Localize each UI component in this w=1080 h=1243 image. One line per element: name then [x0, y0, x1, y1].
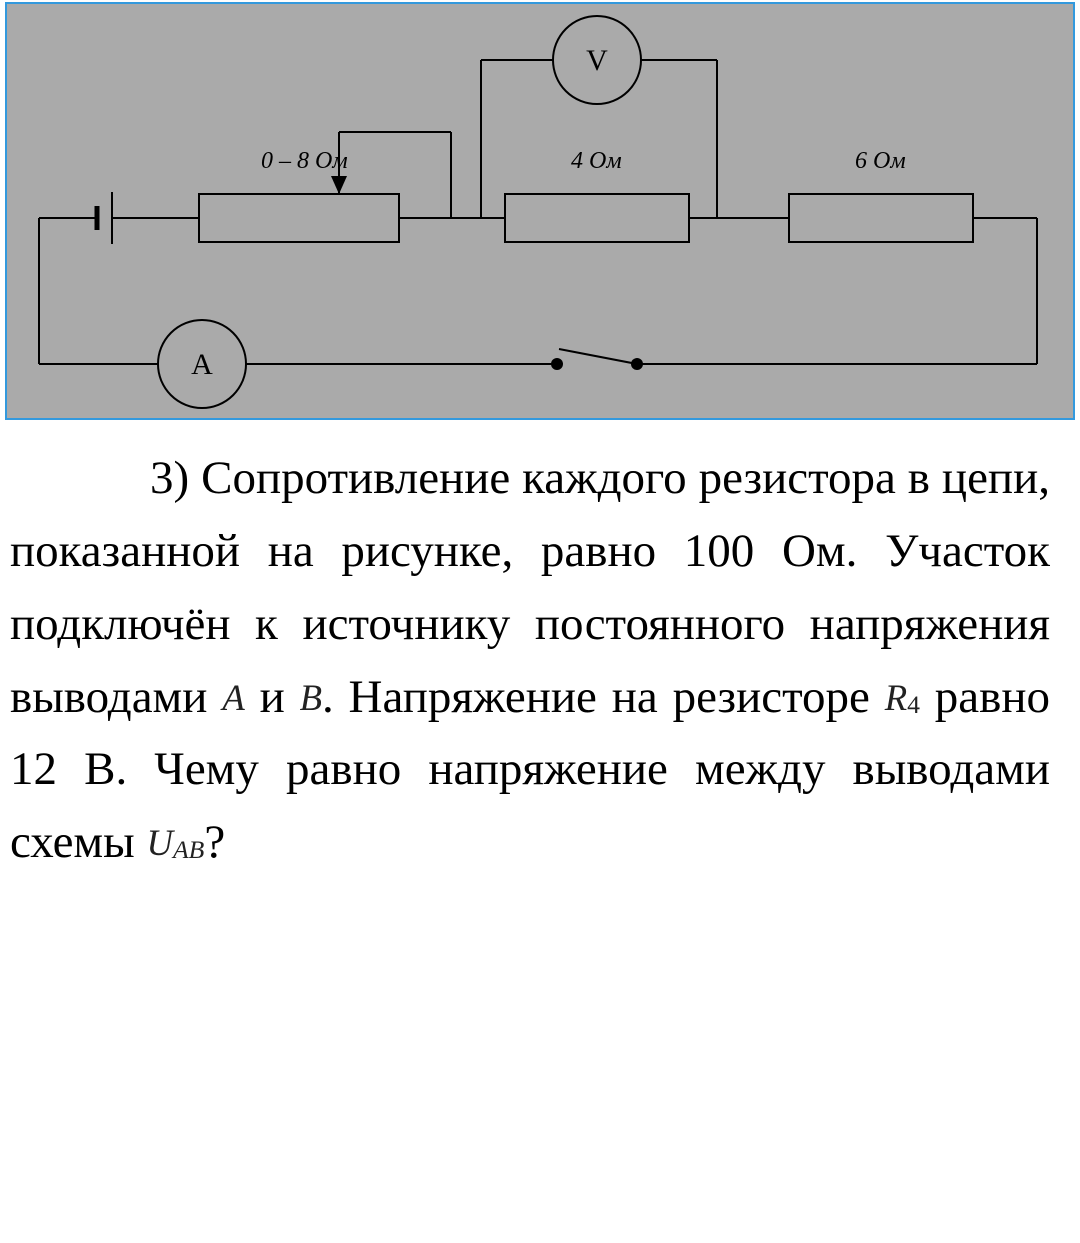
r3-label: 6 Ом — [855, 148, 906, 174]
problem-text: 3) Сопротивление каждого резистора в цеп… — [0, 422, 1080, 889]
var-R4: R4 — [885, 677, 920, 718]
var-Uab: UAB — [147, 822, 205, 863]
problem-number: 3) — [150, 452, 189, 504]
circuit-diagram: A V 0 – 8 Ом 4 Ом 6 Ом — [5, 2, 1075, 420]
ammeter-label: A — [191, 348, 213, 381]
voltmeter-label: V — [586, 44, 608, 77]
qmark: ? — [204, 816, 225, 868]
word-and: и — [260, 671, 285, 723]
problem-p2: . Напряжение на резисторе — [322, 671, 870, 723]
r2-label: 4 Ом — [571, 148, 622, 174]
var-B: B — [300, 677, 322, 718]
rheostat-label: 0 – 8 Ом — [261, 148, 348, 174]
var-A: A — [222, 677, 244, 718]
